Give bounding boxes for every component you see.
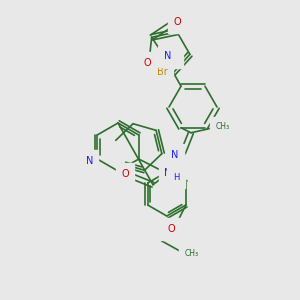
Text: H: H — [172, 54, 178, 63]
Text: CH₃: CH₃ — [185, 248, 199, 257]
Text: O: O — [121, 169, 129, 179]
Text: N: N — [171, 150, 179, 160]
Text: O: O — [143, 58, 151, 68]
Text: Br: Br — [157, 67, 168, 76]
Text: N: N — [85, 156, 93, 166]
Text: H: H — [173, 173, 179, 182]
Text: N: N — [164, 168, 172, 178]
Text: O: O — [174, 17, 182, 27]
Text: O: O — [167, 224, 175, 234]
Text: CH₃: CH₃ — [216, 122, 230, 131]
Text: N: N — [164, 51, 171, 61]
